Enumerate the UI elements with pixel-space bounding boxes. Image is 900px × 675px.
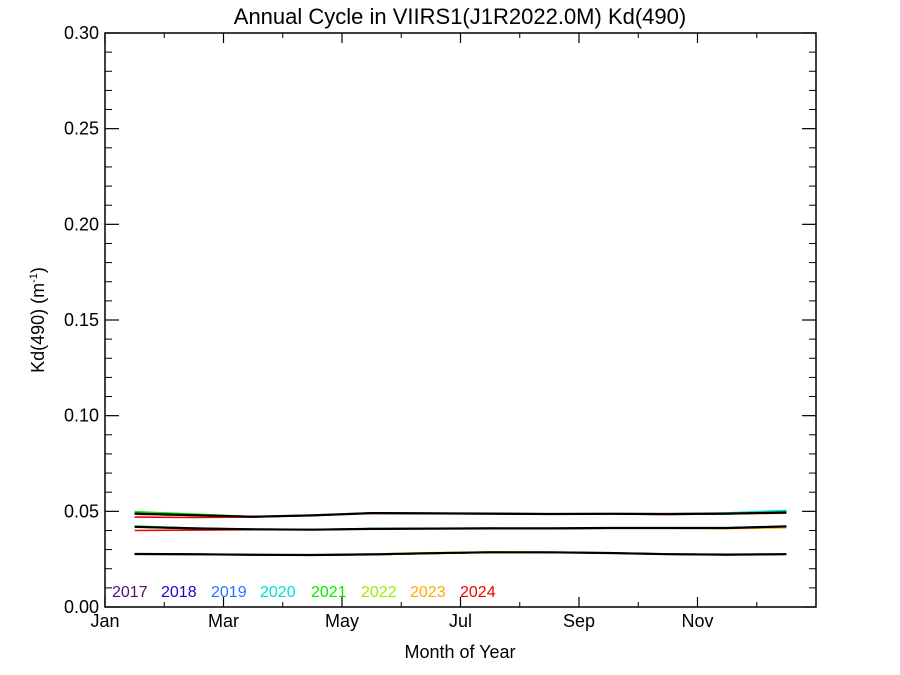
y-tick-label: 0.05 — [64, 501, 99, 521]
y-tick-label: 0.20 — [64, 214, 99, 234]
legend-entry-2022: 2022 — [361, 584, 397, 601]
y-axis-label-main: Kd(490) (m — [28, 283, 48, 373]
x-tick-label: Nov — [681, 611, 713, 631]
x-tick-label: Mar — [208, 611, 239, 631]
y-tick-label: 0.15 — [64, 310, 99, 330]
x-tick-label: Sep — [563, 611, 595, 631]
legend-entry-2021: 2021 — [311, 584, 347, 601]
x-axis-ticks: Jan Mar May Jul Sep Nov — [90, 33, 758, 631]
y-tick-label: 0.00 — [64, 597, 99, 617]
plot-frame — [104, 32, 817, 608]
y-axis-label-close: ) — [28, 267, 48, 273]
legend-entry-2024: 2024 — [460, 584, 496, 601]
y-axis-ticks: 0.00 0.05 0.10 0.15 0.20 0.25 0.30 — [64, 23, 816, 617]
plot-lines — [134, 509, 787, 557]
y-tick-label: 0.30 — [64, 23, 99, 43]
x-tick-label: Jul — [449, 611, 472, 631]
y-axis-label-superscript: -1 — [28, 273, 40, 283]
x-tick-label: Jan — [90, 611, 119, 631]
y-tick-label: 0.25 — [64, 119, 99, 139]
legend-entry-2018: 2018 — [161, 584, 197, 601]
legend-entry-2023: 2023 — [410, 584, 446, 601]
series-line-mean-lower — [134, 551, 787, 557]
legend-entry-2019: 2019 — [211, 584, 247, 601]
x-axis-label: Month of Year — [404, 642, 515, 662]
chart-title: Annual Cycle in VIIRS1(J1R2022.0M) Kd(49… — [234, 4, 686, 29]
series-line-mean-upper — [134, 511, 787, 518]
series-line-mean-middle — [134, 525, 787, 531]
legend-entry-2017: 2017 — [112, 584, 148, 601]
legend: 2017 2018 2019 2020 2021 2022 2023 2024 — [112, 584, 496, 601]
x-tick-label: May — [325, 611, 359, 631]
y-tick-label: 0.10 — [64, 406, 99, 426]
legend-entry-2020: 2020 — [260, 584, 296, 601]
y-axis-label: Kd(490) (m-1) — [28, 267, 48, 373]
